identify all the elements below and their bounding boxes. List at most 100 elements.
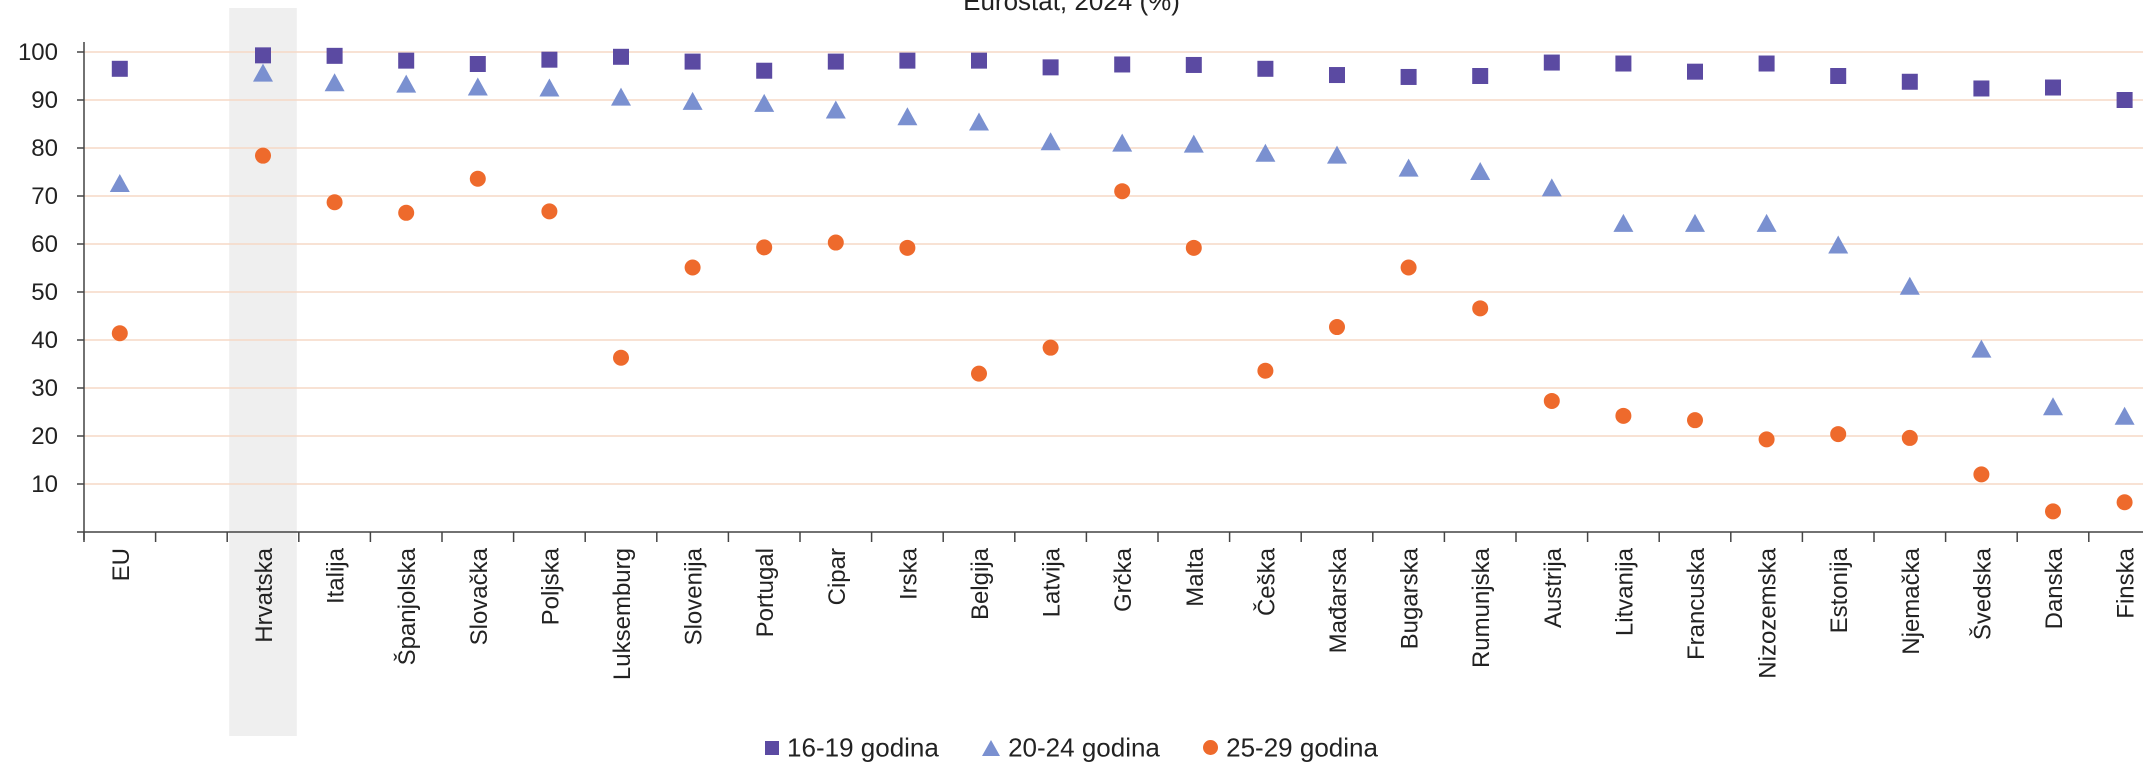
x-tick-label: EU [108, 548, 135, 581]
y-tick-label: 50 [31, 279, 58, 306]
data-point-circle [469, 170, 486, 187]
x-tick-label: Mađarska [1325, 547, 1352, 653]
x-tick-label: Litvanija [1611, 547, 1638, 636]
data-point-triangle [611, 87, 631, 106]
data-point-circle [326, 194, 343, 211]
data-point-square [326, 47, 343, 64]
data-point-triangle [2114, 406, 2135, 425]
data-point-square [1543, 54, 1560, 71]
data-point-square [398, 52, 415, 69]
y-tick-label: 60 [31, 231, 58, 258]
data-point-square [756, 62, 773, 79]
data-point-triangle [1398, 158, 1419, 177]
data-point-square [1329, 67, 1345, 84]
data-point-triangle [1899, 276, 1920, 295]
legend-label: 20-24 godina [1008, 732, 1160, 763]
x-tick-label: Grčka [1110, 547, 1137, 612]
data-point-triangle [109, 174, 130, 192]
y-tick-label: 100 [18, 39, 58, 66]
data-point-circle [613, 349, 629, 366]
x-tick-label: Bugarska [1397, 547, 1424, 649]
data-point-circle [111, 325, 128, 342]
data-point-square [255, 47, 271, 64]
data-points [109, 47, 2135, 520]
data-point-square [2045, 79, 2061, 96]
gridlines [84, 51, 2143, 485]
legend-item-20-24: 20-24 godina [982, 731, 1160, 763]
y-tick-label: 40 [31, 327, 58, 354]
x-tick-label: Danska [2041, 547, 2068, 629]
data-point-triangle [1112, 133, 1133, 152]
data-point-circle [1185, 239, 1202, 256]
data-point-square [1400, 68, 1417, 85]
x-tick-label: Slovačka [466, 547, 493, 645]
x-tick-label: Portugal [752, 548, 779, 637]
data-point-circle [1472, 300, 1489, 317]
data-point-circle [1901, 429, 1918, 446]
data-point-triangle [2043, 397, 2063, 416]
data-point-triangle [539, 78, 560, 97]
data-point-triangle [396, 74, 417, 93]
triangle-marker-icon [982, 739, 1001, 756]
x-tick-label: Luksemburg [609, 548, 636, 680]
data-point-triangle [1470, 162, 1491, 180]
x-tick-label: Italija [323, 547, 350, 604]
data-point-triangle [1255, 143, 1276, 162]
data-point-circle [1615, 407, 1632, 424]
data-point-square [111, 60, 128, 77]
data-point-triangle [1183, 134, 1204, 153]
x-tick-label: Rumunjska [1468, 547, 1495, 668]
data-point-triangle [1327, 145, 1347, 164]
y-tick-label: 10 [31, 471, 58, 498]
data-point-square [469, 56, 486, 72]
legend-label: 25-29 godina [1226, 732, 1378, 763]
x-tick-labels: EU Hrvatska Italija Španjolska Slovačka Poljs… [108, 547, 2140, 680]
data-point-square [541, 51, 558, 68]
data-point-circle [541, 203, 558, 220]
x-tick-label: Nizozemska [1755, 547, 1782, 678]
data-point-square [613, 48, 629, 65]
data-point-square [1901, 73, 1918, 90]
x-tick-label: Malta [1182, 547, 1209, 606]
data-point-triangle [1613, 213, 1634, 232]
data-point-circle [1114, 183, 1131, 200]
x-tick-label: Hrvatska [251, 547, 278, 642]
highlight-band-layer [229, 8, 297, 736]
data-point-circle [1329, 319, 1345, 336]
highlight-band [229, 8, 297, 736]
data-point-square [971, 52, 987, 69]
data-point-triangle [897, 107, 918, 126]
data-point-triangle [754, 93, 775, 112]
y-tick-labels: 10 20 30 40 50 60 70 80 90 100 [18, 39, 58, 498]
data-point-triangle [969, 112, 989, 131]
data-point-square [1472, 68, 1489, 84]
axes [77, 42, 2143, 542]
y-tick-label: 20 [31, 423, 58, 450]
x-tick-label: Austrija [1540, 547, 1567, 628]
data-point-square [899, 52, 916, 69]
legend-item-16-19: 16-19 godina [765, 731, 939, 763]
data-point-circle [255, 147, 271, 164]
x-tick-label: Španjolska [393, 547, 421, 665]
data-point-circle [2116, 494, 2133, 511]
data-point-square [1615, 55, 1632, 72]
x-tick-label: Slovenija [681, 547, 708, 645]
data-point-triangle [1040, 132, 1061, 151]
data-point-triangle [324, 73, 345, 92]
data-point-triangle [467, 77, 488, 96]
x-tick-label: Irska [895, 547, 922, 600]
data-point-triangle [825, 100, 846, 119]
data-point-circle [1400, 259, 1417, 276]
data-point-square [1042, 59, 1059, 76]
data-point-circle [971, 365, 987, 382]
data-point-circle [756, 239, 773, 256]
data-point-circle [1973, 466, 1990, 483]
data-point-circle [2045, 503, 2061, 520]
data-point-circle [899, 239, 916, 256]
square-marker-icon [765, 740, 780, 755]
data-point-square [1973, 80, 1990, 97]
x-tick-label: Poljska [537, 547, 564, 625]
data-point-square [1758, 55, 1775, 72]
x-tick-label: Njemačka [1898, 547, 1925, 654]
data-point-circle [827, 234, 844, 251]
